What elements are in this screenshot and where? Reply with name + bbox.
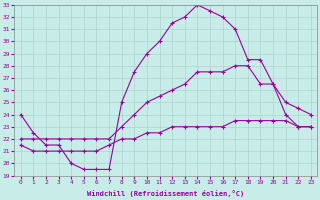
X-axis label: Windchill (Refroidissement éolien,°C): Windchill (Refroidissement éolien,°C)	[87, 190, 244, 197]
